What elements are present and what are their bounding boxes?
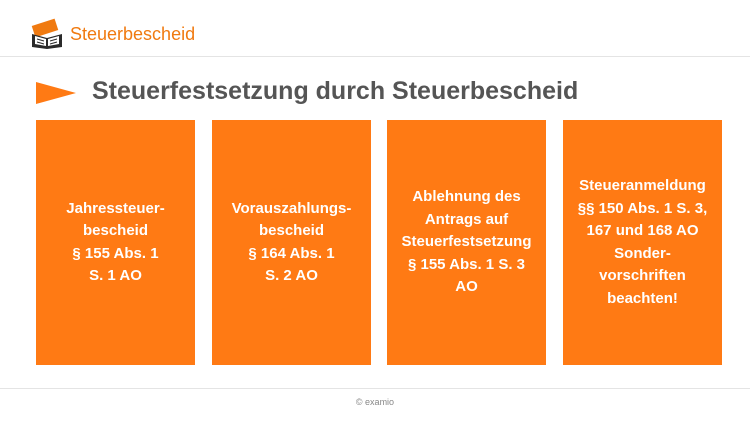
slide-title: Steuerfestsetzung durch Steuerbescheid [92,77,579,105]
tax-assessment-box-rejection: Ablehnung des Antrags auf Steuerfestsetz… [387,120,546,365]
box-text: Vorauszahlungs- bescheid § 164 Abs. 1 S.… [231,199,352,285]
box-text: Jahressteuer- bescheid § 155 Abs. 1 S. 1… [66,199,165,285]
footer-divider [0,388,750,389]
open-book-icon [31,18,62,49]
header-divider [0,56,750,57]
brand-name: Steuerbescheid [70,24,196,44]
tax-assessment-box-self-declaration: Steueranmeldung §§ 150 Abs. 1 S. 3, 167 … [563,120,722,365]
tax-assessment-box-annual: Jahressteuer- bescheid § 155 Abs. 1 S. 1… [36,120,195,365]
copyright: © examio [355,397,395,407]
box-text: Ablehnung des Antrags auf Steuerfestsetz… [401,188,532,296]
header: Steuerbescheid [0,0,750,56]
box-text: Steueranmeldung §§ 150 Abs. 1 S. 3, 167 … [577,177,708,307]
tax-assessment-box-prepayment: Vorauszahlungs- bescheid § 164 Abs. 1 S.… [212,120,371,365]
arrow-right-icon [36,82,76,104]
